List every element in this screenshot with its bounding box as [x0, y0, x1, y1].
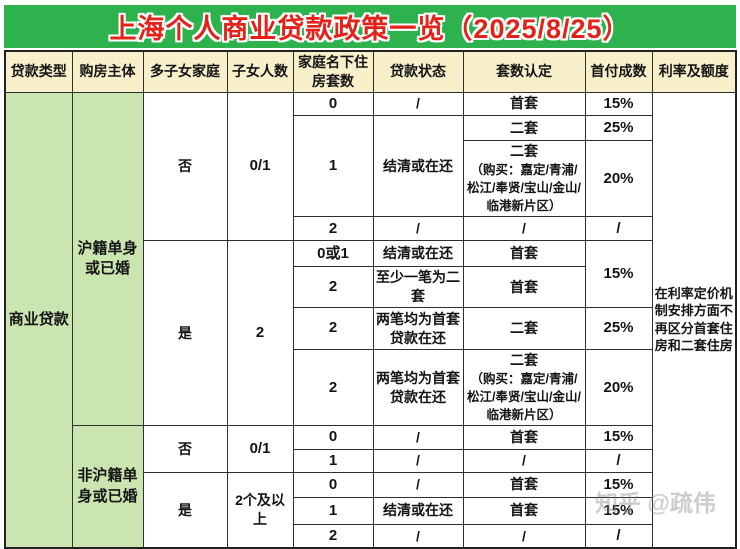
column-header-multi-child: 多子女家庭	[142, 50, 228, 93]
children-count-cell: 0/1	[226, 425, 294, 473]
multi-child-cell: 否	[142, 91, 228, 242]
page-title: 上海个人商业贷款政策一览（2025/8/25）	[109, 14, 631, 44]
table-row: 非沪籍单身或已婚 否 0/1 0 / 首套 15%	[5, 425, 736, 549]
table-row: 1 结清或在还 二套 25%	[5, 115, 736, 218]
table-row: 商业贷款 沪籍单身或已婚 否 0/1 0 / 首套 15% 在利率定价机制安排方…	[4, 91, 737, 549]
down-payment-cell: 25%	[584, 307, 653, 351]
table-row: 2 两笔均为首套贷款在还 二套 （购买：嘉定/青浦/松江/奉贤/宝山/金山/临港…	[5, 349, 736, 427]
loan-status-cell: /	[372, 425, 464, 450]
multi-child-cell: 否	[142, 425, 228, 473]
set-determination-districts: （购买：嘉定/青浦/松江/奉贤/宝山/金山/临港新片区）	[467, 162, 581, 214]
down-payment-cell: 15%	[584, 496, 653, 525]
housing-count-cell: 0	[292, 91, 374, 117]
loan-status-cell: 至少一笔为二套	[372, 266, 464, 309]
set-determination-cell: 首套	[462, 91, 586, 117]
down-payment-cell: /	[584, 448, 653, 473]
down-payment-cell: 20%	[584, 349, 653, 427]
column-header-buyer: 购房主体	[71, 50, 144, 93]
subject-cell-hu: 沪籍单身或已婚	[71, 91, 144, 427]
loan-type-cell: 商业贷款	[4, 91, 73, 549]
column-header-loan-type: 贷款类型	[4, 50, 73, 93]
down-payment-cell: 15%	[584, 471, 653, 498]
set-determination-cell: 首套	[462, 240, 586, 268]
column-header-set-determination: 套数认定	[462, 50, 586, 93]
table-row: 2 至少一笔为二套 首套	[5, 266, 736, 309]
housing-count-cell: 2	[292, 266, 374, 309]
set-determination-main: 二套	[510, 352, 538, 369]
housing-count-cell: 2	[292, 307, 374, 351]
housing-count-cell: 0或1	[292, 240, 374, 268]
housing-count-cell: 1	[292, 448, 374, 473]
column-header-children-count: 子女人数	[226, 50, 294, 93]
set-determination-cell: /	[462, 523, 586, 549]
multi-child-cell: 是	[142, 240, 228, 427]
set-determination-cell: 首套	[462, 471, 586, 498]
housing-count-cell: 1	[292, 115, 374, 218]
loan-status-cell: 结清或在还	[372, 240, 464, 268]
housing-count-cell: 0	[292, 425, 374, 450]
multi-child-cell: 是	[142, 471, 228, 549]
down-payment-cell: /	[584, 523, 653, 549]
table-row: 是 2 0或1 结清或在还 首套 15%	[5, 240, 736, 427]
set-determination-cell: 二套	[462, 115, 586, 142]
table-row: 2 两笔均为首套贷款在还 二套 25%	[5, 307, 736, 351]
housing-count-cell: 2	[292, 349, 374, 427]
down-payment-cell: 20%	[584, 140, 653, 218]
column-header-rate-quota: 利率及额度	[651, 50, 737, 93]
housing-count-cell: 1	[292, 496, 374, 525]
set-determination-cell: 二套	[462, 307, 586, 351]
loan-status-cell: /	[372, 523, 464, 549]
column-header-down-payment: 首付成数	[584, 50, 653, 93]
set-determination-districts: （购买：嘉定/青浦/松江/奉贤/宝山/金山/临港新片区）	[467, 371, 581, 423]
housing-count-cell: 0	[292, 471, 374, 498]
down-payment-cell: /	[584, 216, 653, 242]
loan-policy-table: 贷款类型 购房主体 多子女家庭 子女人数 家庭名下住房套数 贷款状态 套数认定 …	[4, 50, 737, 549]
subject-cell-feihu: 非沪籍单身或已婚	[71, 425, 144, 549]
loan-status-cell: /	[372, 471, 464, 498]
down-payment-cell: 15%	[584, 91, 653, 117]
table-row: 二套 （购买：嘉定/青浦/松江/奉贤/宝山/金山/临港新片区） 20%	[5, 140, 736, 218]
loan-status-cell: 结清或在还	[372, 115, 464, 218]
down-payment-cell: 15%	[584, 240, 653, 309]
loan-status-cell: 两笔均为首套贷款在还	[372, 349, 464, 427]
table-row: 1 / / /	[5, 448, 736, 473]
column-header-housing-count: 家庭名下住房套数	[292, 50, 374, 93]
loan-status-cell: /	[372, 448, 464, 473]
policy-page: 上海个人商业贷款政策一览（2025/8/25） 贷款类型 购房主体 多子女家庭 …	[4, 5, 737, 549]
rate-note-cell: 在利率定价机制安排方面不再区分首套住房和二套住房	[651, 91, 737, 549]
down-payment-cell: 15%	[584, 425, 653, 450]
children-count-cell: 0/1	[226, 91, 294, 242]
loan-status-cell: 结清或在还	[372, 496, 464, 525]
children-count-cell: 2	[226, 240, 294, 427]
column-header-loan-status: 贷款状态	[372, 50, 464, 93]
down-payment-cell: 25%	[584, 115, 653, 142]
housing-count-cell: 2	[292, 523, 374, 549]
set-determination-cell: 首套	[462, 496, 586, 525]
loan-status-cell: /	[372, 216, 464, 242]
loan-status-cell: /	[372, 91, 464, 117]
children-count-cell: 2个及以上	[226, 471, 294, 549]
set-determination-cell: 二套 （购买：嘉定/青浦/松江/奉贤/宝山/金山/临港新片区）	[462, 349, 586, 427]
set-determination-cell: /	[462, 216, 586, 242]
table-row: 1 结清或在还 首套 15%	[5, 496, 736, 525]
set-determination-main: 二套	[510, 143, 538, 160]
set-determination-cell: 首套	[462, 266, 586, 309]
title-bar: 上海个人商业贷款政策一览（2025/8/25）	[4, 5, 736, 48]
housing-count-cell: 2	[292, 216, 374, 242]
loan-status-cell: 两笔均为首套贷款在还	[372, 307, 464, 351]
header-row: 贷款类型 购房主体 多子女家庭 子女人数 家庭名下住房套数 贷款状态 套数认定 …	[4, 50, 737, 93]
set-determination-cell: 首套	[462, 425, 586, 450]
set-determination-cell: /	[462, 448, 586, 473]
set-determination-cell: 二套 （购买：嘉定/青浦/松江/奉贤/宝山/金山/临港新片区）	[462, 140, 586, 218]
